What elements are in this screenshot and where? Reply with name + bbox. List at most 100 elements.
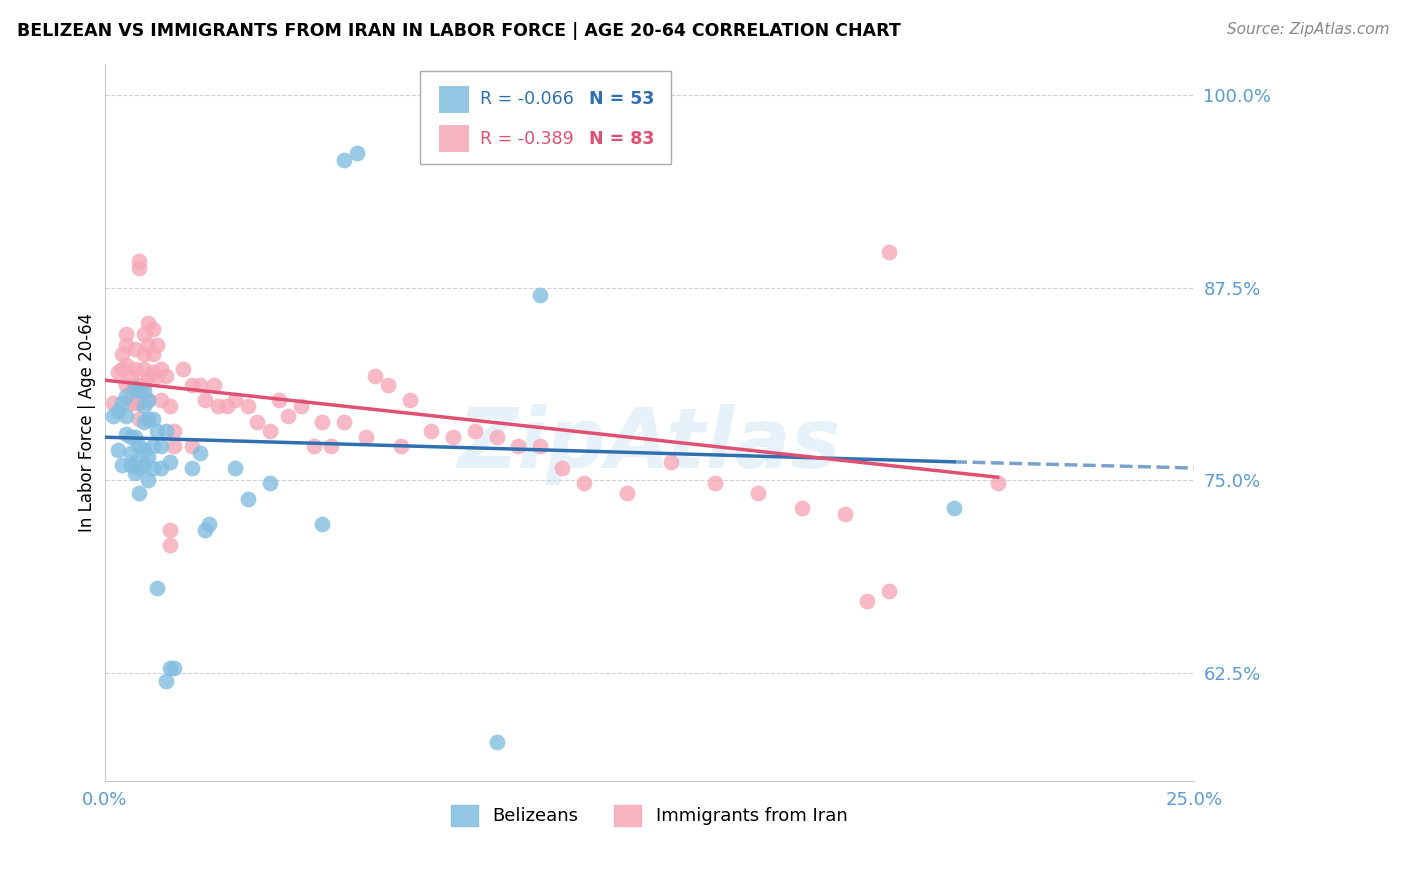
Point xyxy=(420,424,443,438)
Point xyxy=(180,461,202,475)
Point xyxy=(136,316,159,330)
Point xyxy=(132,384,155,398)
Point xyxy=(267,393,290,408)
Point xyxy=(943,501,966,516)
Point xyxy=(159,400,181,414)
Point xyxy=(128,411,150,425)
Point xyxy=(115,326,138,341)
Point xyxy=(202,377,225,392)
Point xyxy=(107,404,129,418)
Point xyxy=(377,377,399,392)
Point xyxy=(128,461,150,475)
Point xyxy=(124,396,146,410)
Point xyxy=(150,393,173,408)
Point xyxy=(790,501,813,516)
Point xyxy=(115,358,138,372)
Point xyxy=(124,362,146,376)
Point xyxy=(115,337,138,351)
Point xyxy=(150,362,173,376)
Point xyxy=(551,461,574,475)
Point xyxy=(132,400,155,414)
Point xyxy=(159,661,181,675)
Point xyxy=(124,466,146,480)
Point xyxy=(238,400,260,414)
Point xyxy=(364,368,387,383)
Point xyxy=(163,661,186,675)
Point xyxy=(146,424,169,438)
Point xyxy=(194,393,217,408)
Point xyxy=(302,439,325,453)
Text: ZipAtlas: ZipAtlas xyxy=(457,403,841,484)
Point xyxy=(132,415,155,429)
Point xyxy=(224,461,246,475)
Point xyxy=(703,476,725,491)
Point xyxy=(194,523,217,537)
Point xyxy=(246,415,269,429)
Text: R = -0.066: R = -0.066 xyxy=(481,90,574,108)
Point xyxy=(136,368,159,383)
Point xyxy=(124,430,146,444)
Point xyxy=(124,455,146,469)
Point xyxy=(128,377,150,392)
Point xyxy=(215,400,238,414)
Point xyxy=(616,485,638,500)
Text: N = 53: N = 53 xyxy=(589,90,655,108)
Point xyxy=(103,396,125,410)
Point xyxy=(136,393,159,408)
Point xyxy=(141,322,163,336)
Point xyxy=(136,337,159,351)
Point xyxy=(132,377,155,392)
Point xyxy=(877,584,900,599)
Point xyxy=(159,538,181,552)
Point xyxy=(346,146,368,161)
Point xyxy=(172,362,194,376)
Point xyxy=(107,366,129,380)
FancyBboxPatch shape xyxy=(439,125,470,153)
Point xyxy=(485,735,508,749)
Point xyxy=(107,442,129,457)
Point xyxy=(877,245,900,260)
Point xyxy=(115,409,138,423)
Point xyxy=(111,362,134,376)
Point xyxy=(111,347,134,361)
Point xyxy=(150,439,173,453)
Legend: Belizeans, Immigrants from Iran: Belizeans, Immigrants from Iran xyxy=(451,805,848,826)
Point xyxy=(277,409,299,423)
Text: N = 83: N = 83 xyxy=(589,129,655,147)
Point xyxy=(834,508,856,522)
Point xyxy=(120,430,142,444)
Point xyxy=(180,439,202,453)
Point xyxy=(485,430,508,444)
Point xyxy=(124,377,146,392)
Point xyxy=(111,396,134,410)
Point xyxy=(141,366,163,380)
Point xyxy=(141,411,163,425)
Text: BELIZEAN VS IMMIGRANTS FROM IRAN IN LABOR FORCE | AGE 20-64 CORRELATION CHART: BELIZEAN VS IMMIGRANTS FROM IRAN IN LABO… xyxy=(17,22,901,40)
Point xyxy=(659,455,682,469)
Point xyxy=(120,458,142,472)
Point xyxy=(115,427,138,442)
Point xyxy=(224,393,246,408)
Point xyxy=(259,476,281,491)
Point xyxy=(155,368,177,383)
Point xyxy=(207,400,229,414)
Point xyxy=(508,439,530,453)
FancyBboxPatch shape xyxy=(439,86,470,112)
Point xyxy=(132,458,155,472)
Point xyxy=(146,581,169,595)
Point xyxy=(150,461,173,475)
Text: R = -0.389: R = -0.389 xyxy=(481,129,574,147)
Point xyxy=(198,516,221,531)
Point xyxy=(132,326,155,341)
Point xyxy=(572,476,595,491)
Point xyxy=(111,458,134,472)
Point xyxy=(311,516,333,531)
Point xyxy=(321,439,343,453)
Point xyxy=(987,476,1010,491)
Point xyxy=(190,445,212,459)
Point xyxy=(529,439,551,453)
Point xyxy=(856,593,879,607)
Point xyxy=(354,430,377,444)
Point xyxy=(136,450,159,465)
Point xyxy=(290,400,312,414)
